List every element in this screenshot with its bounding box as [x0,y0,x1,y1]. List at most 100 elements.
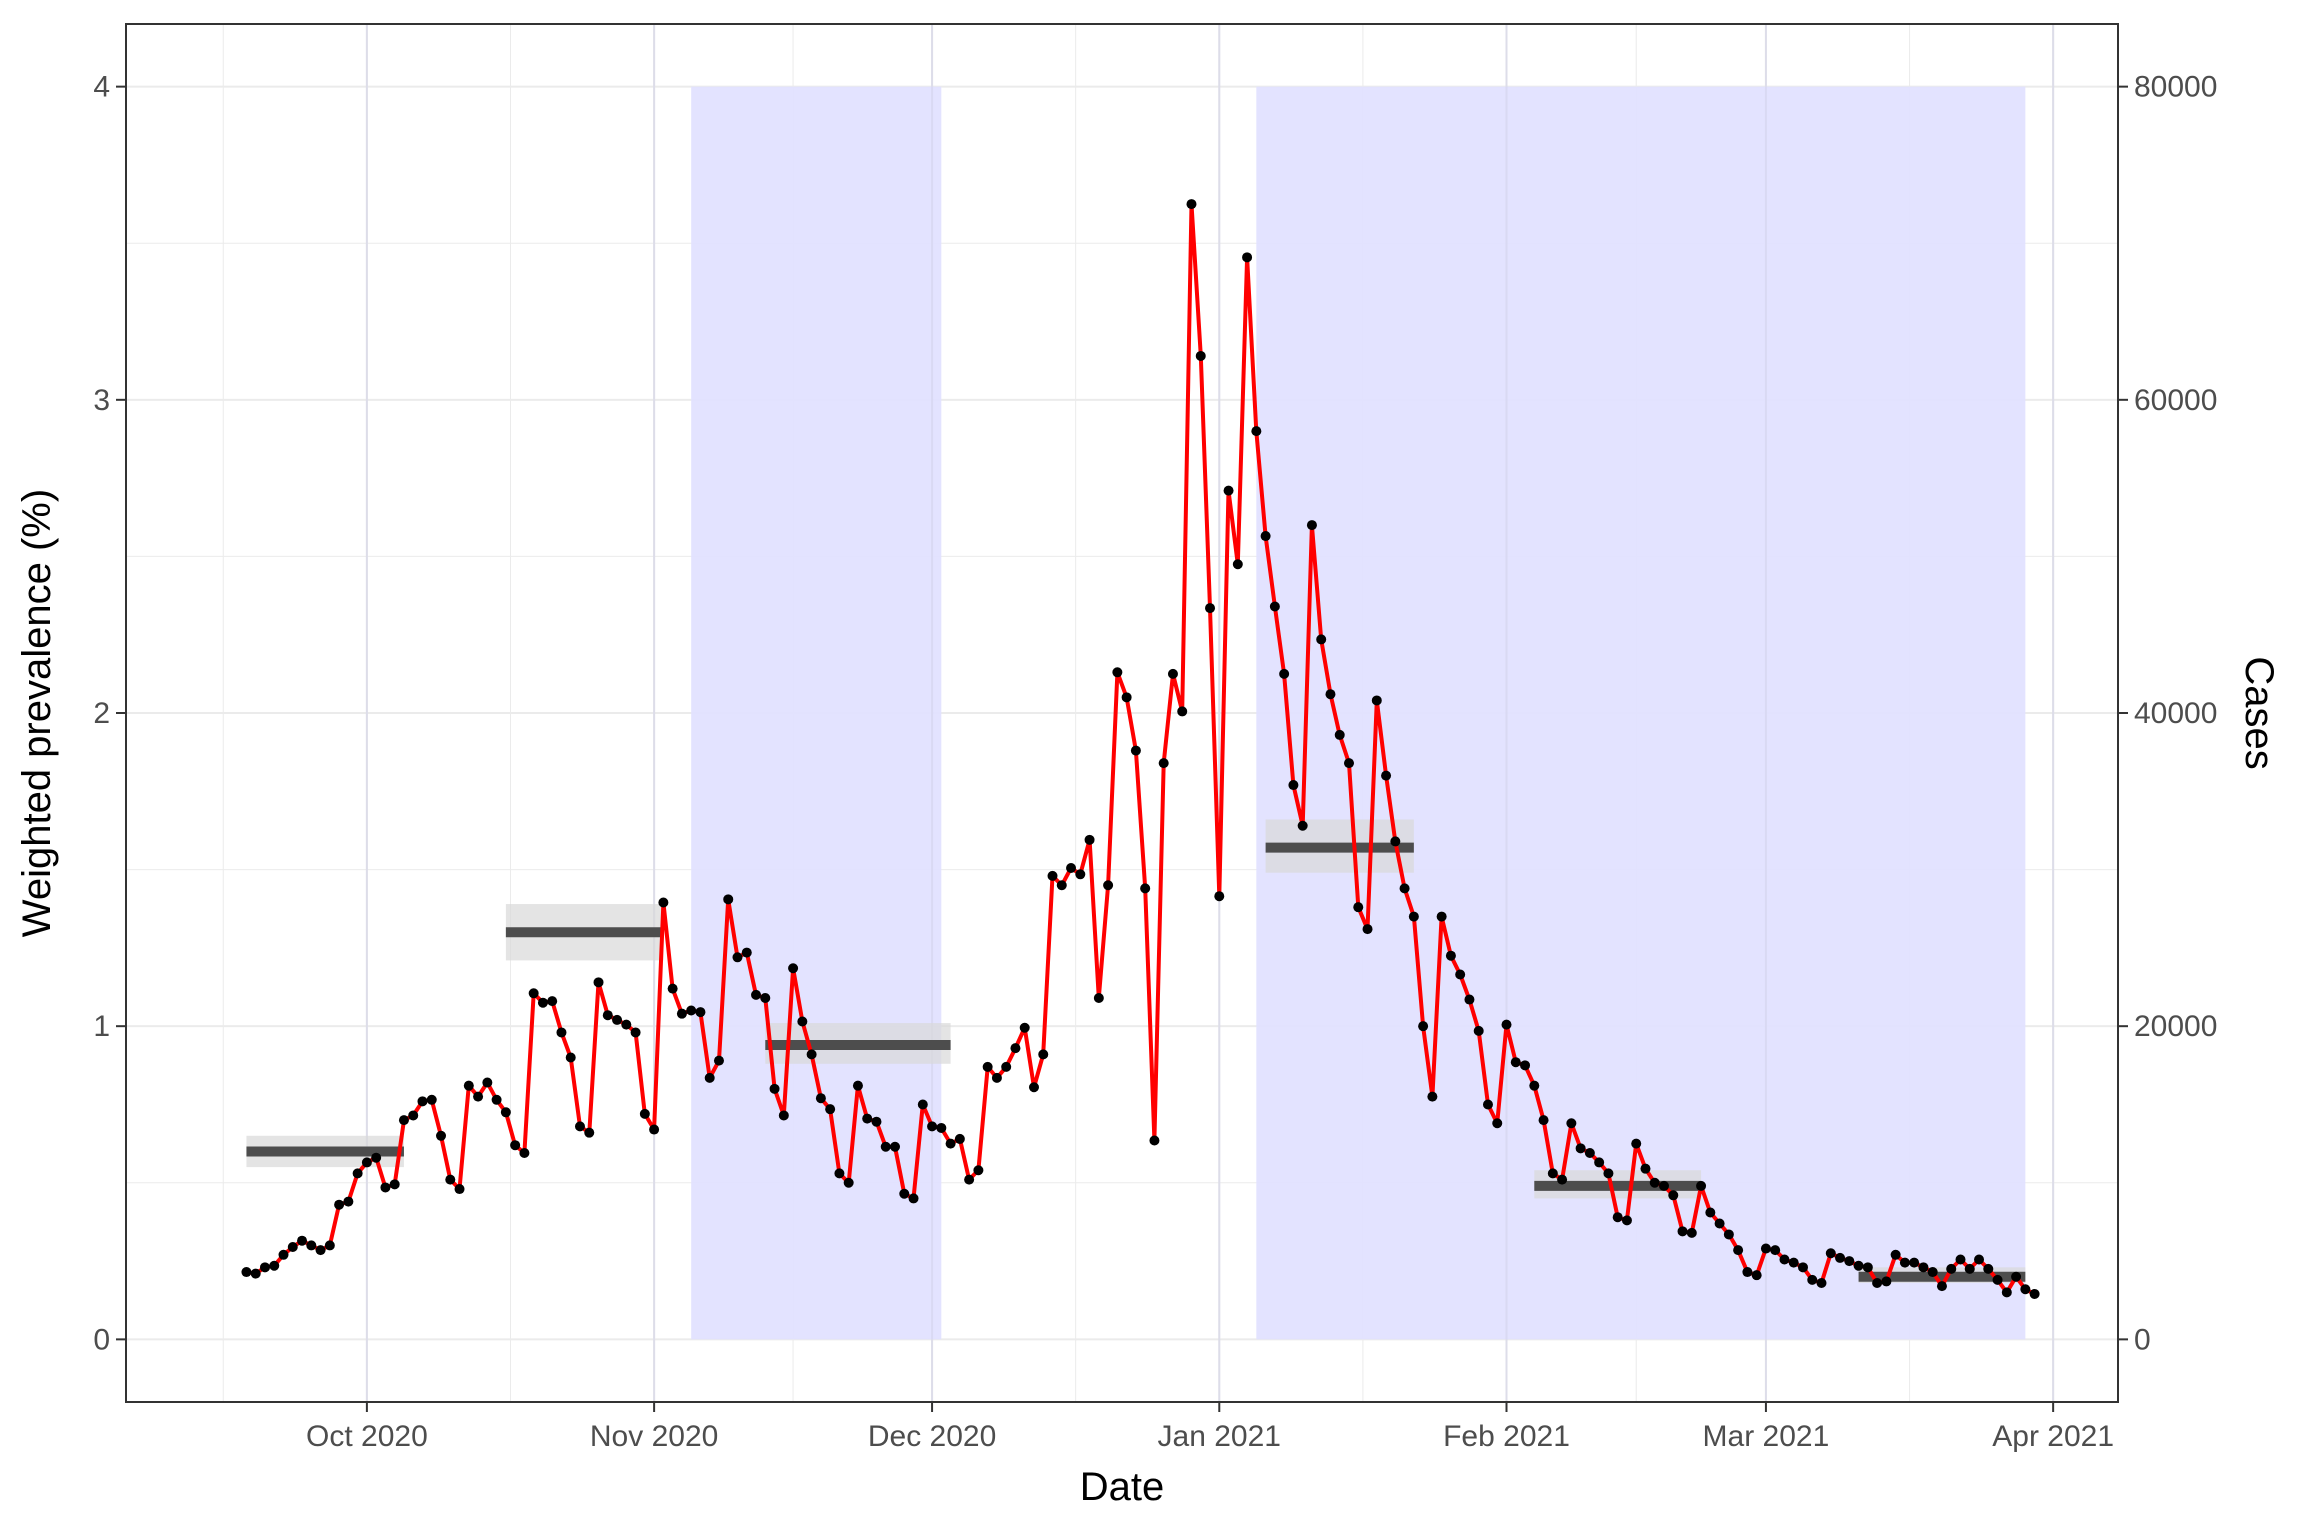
y2-tick-label: 80000 [2134,71,2217,104]
data-point [1075,869,1086,880]
data-point [982,1061,993,1072]
data-point [954,1133,965,1144]
data-point [398,1115,409,1126]
data-point [843,1177,854,1188]
data-point [491,1094,502,1105]
data-point [1371,695,1382,706]
data-point [778,1110,789,1121]
y-axis-title: Weighted prevalence (%) [15,489,59,937]
data-point [259,1262,270,1273]
data-point [713,1055,724,1066]
data-point [361,1157,372,1168]
data-point [1167,668,1178,679]
data-point [1408,911,1419,922]
data-point [593,977,604,988]
data-point [1445,950,1456,961]
data-point [1677,1226,1688,1237]
data-point [2011,1271,2022,1282]
data-point [389,1179,400,1190]
y2-tick-label: 0 [2134,1323,2151,1356]
data-point [1260,531,1271,542]
x-tick-label: Nov 2020 [590,1420,718,1453]
data-point [1612,1212,1623,1223]
shaded-period [1256,86,2026,1340]
data-point [584,1127,595,1138]
data-point [1195,350,1206,361]
data-point [751,989,762,1000]
data-point [1482,1099,1493,1110]
data-point [1899,1257,1910,1268]
data-point [297,1235,308,1246]
data-point [1353,902,1364,913]
data-point [676,1008,687,1019]
data-point [1455,969,1466,980]
data-point [1158,758,1169,769]
data-point [862,1113,873,1124]
data-point [1946,1263,1957,1274]
data-point [473,1091,484,1102]
data-point [1566,1118,1577,1129]
data-point [417,1096,428,1107]
data-point [1983,1263,1994,1274]
data-point [612,1014,623,1025]
x-tick-label: Jan 2021 [1158,1420,1281,1453]
data-point [621,1019,632,1030]
data-point [1881,1276,1892,1287]
data-point [1918,1262,1929,1273]
data-point [936,1122,947,1133]
data-point [1584,1148,1595,1159]
data-point [871,1116,882,1127]
data-point [1668,1190,1679,1201]
data-point [482,1077,493,1088]
data-point [574,1121,585,1132]
data-point [1640,1163,1651,1174]
data-point [426,1094,437,1105]
data-point [1047,870,1058,881]
x-tick-label: Oct 2020 [306,1420,428,1453]
data-point [306,1240,317,1251]
data-point [1575,1143,1586,1154]
data-point [324,1240,335,1251]
prevalence-estimates [246,819,2026,1283]
y2-tick-label: 60000 [2134,384,2217,417]
data-point [1844,1256,1855,1267]
data-point [2020,1284,2031,1295]
data-point [1890,1249,1901,1260]
data-point [1538,1115,1549,1126]
data-point [1464,994,1475,1005]
data-point [788,963,799,974]
data-point [343,1196,354,1207]
data-point [1306,520,1317,531]
shaded-periods [365,24,2055,1402]
data-point [1936,1281,1947,1292]
data-point [1297,820,1308,831]
data-point [519,1148,530,1159]
data-point [945,1138,956,1149]
axes: 0 1 2 3 4 0 20000 40000 60000 80000 Oct 2020 Nov 20… [93,71,2217,1453]
y2-tick-label: 20000 [2134,1010,2217,1043]
data-point [1760,1243,1771,1254]
data-point [769,1083,780,1094]
y2-tick-label: 40000 [2134,697,2217,730]
data-point [1862,1262,1873,1273]
data-point [1797,1262,1808,1273]
data-point [741,947,752,958]
data-point [1788,1257,1799,1268]
data-point [454,1184,465,1195]
y-tick-label: 0 [93,1323,110,1356]
data-point [1603,1168,1614,1179]
data-point [1807,1274,1818,1285]
data-point [797,1016,808,1027]
data-point [1001,1061,1012,1072]
data-point [1594,1157,1605,1168]
data-point [1909,1257,1920,1268]
data-point [1019,1022,1030,1033]
data-point [1733,1245,1744,1256]
data-point [1381,770,1392,781]
y-tick-label: 1 [93,1010,110,1043]
data-point [547,996,558,1007]
data-point [723,894,734,905]
data-point [1223,485,1234,496]
